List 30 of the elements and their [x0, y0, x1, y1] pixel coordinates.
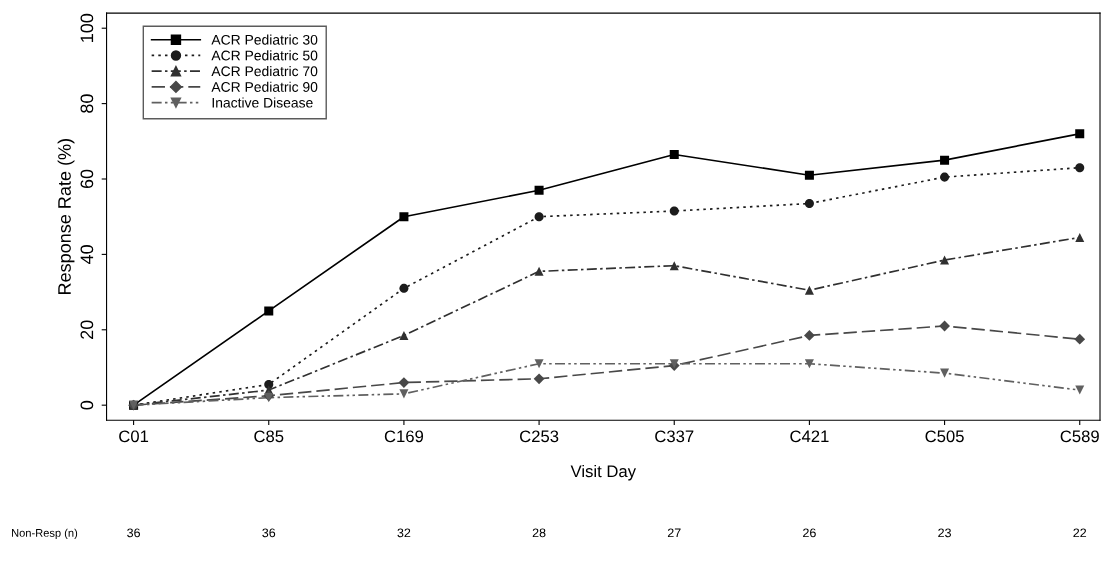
text: 23: [938, 528, 951, 538]
text: 22: [1073, 528, 1087, 538]
text: 27: [667, 528, 681, 538]
text: 36: [262, 528, 276, 538]
x-tick-label: C01: [119, 430, 149, 443]
x-tick-label: C505: [925, 430, 964, 443]
y-tick-label: 100: [80, 13, 94, 42]
legend-label: Inactive Disease: [212, 97, 313, 108]
x-tick-label: C253: [520, 430, 559, 443]
x-tick-label: C85: [254, 430, 284, 443]
text: 26: [803, 528, 816, 538]
y-tick-label: 80: [80, 94, 94, 113]
y-tick-label: 60: [80, 169, 94, 189]
x-tick-label: C421: [790, 430, 829, 443]
x-tick-label: C169: [384, 430, 424, 443]
x-tick-label: C337: [655, 430, 694, 443]
y-tick-label: 40: [80, 245, 94, 265]
legend-label: ACR Pediatric 30: [211, 34, 318, 45]
text: 32: [397, 528, 411, 538]
y-axis-title: Response Rate (%): [57, 139, 75, 294]
legend-label: ACR Pediatric 70: [211, 65, 318, 77]
text: Non-Resp (n): [12, 528, 78, 540]
legend-label: ACR Pediatric 50: [211, 50, 318, 61]
y-tick-label: 0: [80, 400, 94, 410]
x-axis-title: Visit Day: [570, 464, 636, 481]
text: 28: [532, 528, 546, 538]
legend-label: ACR Pediatric 90: [211, 81, 318, 92]
x-tick-label: C589: [1060, 430, 1099, 443]
y-tick-label: 20: [80, 320, 94, 339]
text: 36: [127, 528, 140, 538]
